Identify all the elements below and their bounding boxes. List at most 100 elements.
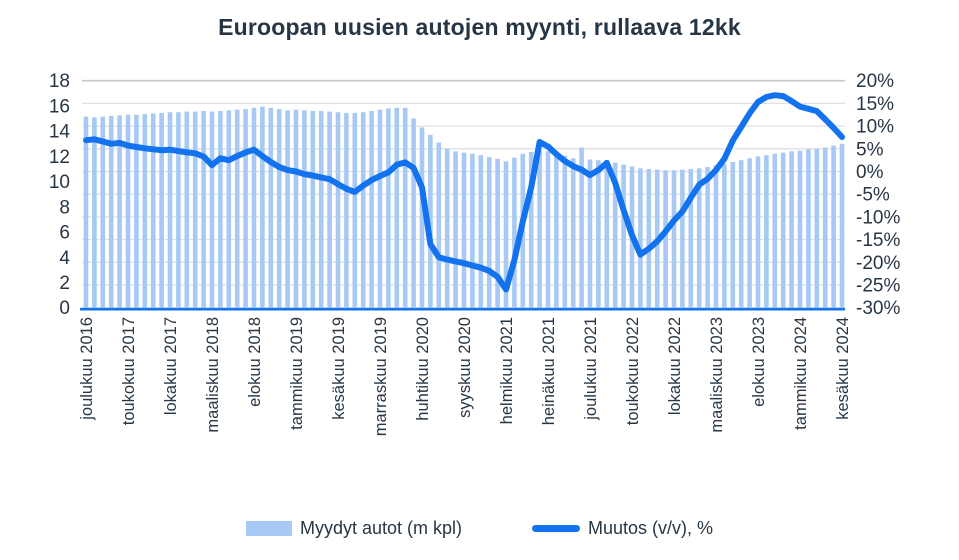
bar — [461, 152, 467, 308]
bar — [537, 150, 542, 308]
y-left-tick-label: 18 — [49, 71, 70, 92]
bar — [839, 143, 845, 308]
bar — [780, 152, 786, 308]
bar — [201, 111, 206, 308]
bar — [117, 115, 122, 308]
bar — [251, 107, 257, 308]
bar — [108, 116, 114, 308]
bar — [528, 152, 534, 308]
bar — [512, 157, 517, 308]
bar — [100, 116, 106, 308]
y-left-tick-label: 12 — [49, 147, 70, 168]
y-left-tick-label: 16 — [49, 96, 70, 117]
bar — [209, 111, 215, 308]
y-left-tick-label: 8 — [59, 197, 70, 218]
bar — [234, 109, 240, 308]
bar — [755, 156, 761, 308]
y-right-tick-label: -5% — [856, 185, 890, 206]
bar — [671, 170, 677, 308]
bar — [722, 163, 727, 308]
bar — [806, 149, 811, 308]
bar — [134, 114, 139, 308]
x-tick-label: maaliskuu 2018 — [204, 317, 222, 433]
bar — [167, 112, 173, 308]
bar — [470, 153, 475, 308]
bar — [772, 153, 778, 308]
y-left-tick-label: 2 — [59, 273, 70, 294]
bar — [192, 111, 198, 308]
x-tick-label: tammikuu 2024 — [792, 317, 810, 430]
x-tick-label: helmikuu 2021 — [498, 317, 516, 424]
bar — [444, 148, 450, 308]
x-tick-label: marraskuu 2019 — [372, 317, 390, 436]
bar — [352, 112, 358, 308]
bar — [612, 162, 618, 308]
bar — [705, 167, 710, 308]
bar — [243, 109, 248, 308]
bar — [486, 157, 492, 308]
bar — [293, 109, 299, 308]
bar — [696, 168, 702, 308]
bar — [688, 169, 694, 308]
bar — [159, 112, 164, 308]
bar — [142, 114, 148, 308]
bar — [285, 110, 290, 308]
bar — [268, 107, 274, 308]
legend-label-bars: Myydyt autot (m kpl) — [299, 517, 462, 538]
x-tick-label: tammikuu 2019 — [288, 317, 306, 430]
bar — [814, 148, 820, 308]
bar — [579, 147, 584, 308]
bar — [318, 111, 324, 308]
y-right-tick-label: 20% — [856, 71, 894, 92]
bar — [310, 111, 316, 308]
bar — [335, 112, 341, 308]
chart-title: Euroopan uusien autojen myynti, rullaava… — [218, 14, 741, 40]
y-right-tick-label: -25% — [856, 276, 900, 297]
y-right-tick-label: 10% — [856, 117, 894, 138]
y-right-tick-label: -20% — [856, 253, 900, 274]
x-tick-label: maaliskuu 2023 — [708, 317, 726, 433]
bar — [226, 110, 232, 308]
bar — [402, 107, 408, 308]
bar — [831, 145, 836, 308]
x-tick-label: kesäkuu 2019 — [330, 317, 348, 420]
y-right-tick-label: 0% — [856, 162, 884, 183]
bar — [377, 109, 383, 308]
x-tick-label: heinäkuu 2021 — [540, 317, 558, 425]
bar — [369, 111, 374, 308]
bar — [260, 106, 265, 308]
bar-series — [83, 106, 845, 308]
line-series-swatch — [532, 524, 580, 532]
bar — [747, 158, 752, 308]
bar — [713, 165, 719, 308]
bar-series-swatch — [245, 520, 292, 536]
legend-label-line: Muutos (v/v), % — [588, 517, 714, 538]
bar — [276, 109, 282, 308]
x-tick-label: toukokuu 2017 — [120, 317, 138, 425]
bar — [360, 112, 366, 308]
bar — [218, 111, 223, 308]
bar — [554, 153, 559, 308]
bar — [789, 151, 794, 308]
chart-legend: Myydyt autot (m kpl) Muutos (v/v), % — [0, 508, 959, 548]
bar — [797, 150, 803, 308]
bar — [394, 107, 400, 308]
y-left-tick-label: 6 — [59, 223, 70, 244]
legend-item-bars: Myydyt autot (m kpl) — [245, 517, 462, 539]
bar — [730, 162, 736, 308]
x-tick-label: lokakuu 2017 — [162, 317, 180, 415]
bar — [822, 147, 828, 308]
bar — [738, 160, 744, 308]
change-line — [83, 92, 845, 293]
x-tick-label: elokuu 2023 — [750, 317, 768, 407]
bar — [604, 160, 610, 308]
x-tick-label: huhtikuu 2020 — [414, 317, 432, 421]
bar — [428, 134, 433, 308]
bar — [125, 114, 131, 308]
bar — [327, 111, 332, 308]
bar — [411, 118, 416, 308]
y-right-tick-label: -30% — [856, 298, 900, 319]
x-tick-label: elokuu 2018 — [246, 317, 264, 407]
